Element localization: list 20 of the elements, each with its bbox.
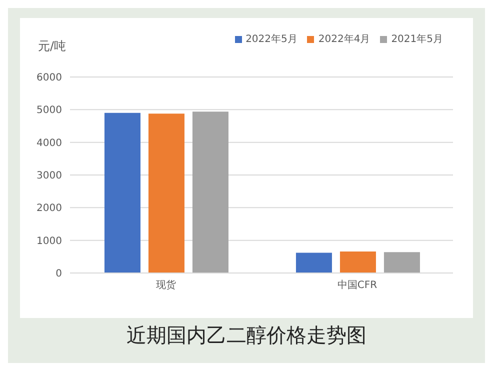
- x-tick-label: 现货: [156, 279, 176, 292]
- legend-label: 2022年4月: [318, 34, 370, 45]
- bar: [384, 252, 420, 273]
- y-tick-label: 6000: [36, 72, 62, 84]
- bar: [104, 112, 140, 273]
- y-tick-label: 3000: [36, 170, 62, 182]
- bar: [148, 114, 184, 273]
- y-tick-label: 5000: [36, 105, 62, 116]
- y-tick-label: 2000: [36, 203, 62, 214]
- text: 近期国内乙二醇价格走势图: [126, 322, 368, 349]
- legend-label: 2021年5月: [391, 34, 443, 45]
- y-tick-label: 1000: [36, 236, 62, 247]
- bar: [192, 112, 228, 273]
- y-tick-label: 0: [56, 268, 62, 280]
- legend-label: 2022年5月: [246, 34, 298, 45]
- bar: [296, 252, 332, 273]
- y-tick-label: 4000: [36, 138, 62, 149]
- y-axis-title: 元/吨: [38, 38, 66, 55]
- bar: [340, 251, 376, 273]
- x-tick-label: 中国CFR: [337, 279, 378, 292]
